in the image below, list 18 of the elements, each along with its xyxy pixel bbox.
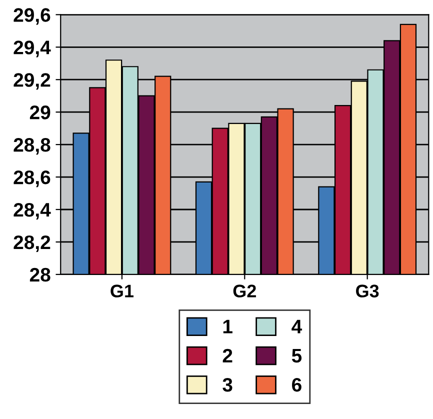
legend-label: 2 (222, 348, 232, 362)
x-tick-label: G3 (356, 284, 379, 298)
y-tick-label: 28 (30, 268, 50, 282)
y-tick-label: 29,4 (14, 40, 51, 58)
legend-label: 6 (292, 378, 302, 392)
y-tick-label: 29,6 (14, 8, 50, 25)
y-tick-label: 28,2 (14, 235, 50, 252)
y-tick-label: 28,6 (14, 170, 50, 188)
legend-label: 5 (292, 349, 302, 363)
y-tick-label: 29 (30, 106, 50, 120)
x-tick-label: G1 (110, 284, 134, 298)
y-tick-label: 29,2 (14, 73, 50, 90)
legend-label: 4 (292, 320, 302, 334)
y-tick-label: 28,8 (14, 138, 50, 155)
y-tick-label: 28,4 (14, 202, 51, 220)
legend-label: 3 (222, 378, 232, 392)
legend-label: 1 (223, 320, 232, 334)
x-tick-label: G2 (233, 284, 256, 298)
